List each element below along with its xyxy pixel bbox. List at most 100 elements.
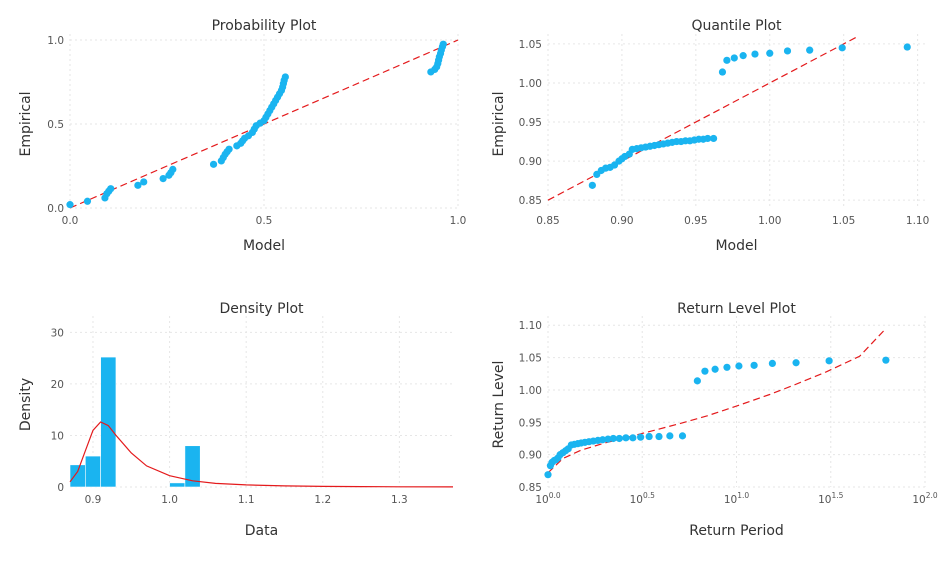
data-point [622,434,630,442]
data-point [701,367,709,375]
y-tick-label: 20 [51,379,64,391]
data-point [83,197,92,205]
y-tick-label: 1.00 [519,78,542,90]
x-tick-label: 0.9 [85,494,102,506]
data-point [751,50,759,58]
x-axis-label: Model [715,238,757,254]
histogram-bar [169,482,186,488]
panel-3: 100.0 100.5 101.0 101.5 102.0 0.85 0.90 0.95 1.0… [491,301,938,539]
y-tick-label: 1.05 [519,39,542,51]
data-point [735,362,743,370]
y-tick-label: 0 [57,482,64,494]
chart-title: Return Level Plot [677,301,796,317]
data-point [209,160,218,168]
x-tick-label: 1.10 [906,215,929,227]
panel-0: 0.0 0.5 1.0 0.0 0.5 1.0 Probability Plot Model E… [18,18,466,254]
x-tick-label: 1.1 [238,494,255,506]
x-tick-label: 0.90 [610,215,633,227]
data-point [882,356,890,364]
x-tick-label: 0.95 [684,215,707,227]
x-tick-label: 0.85 [536,215,559,227]
x-tick-label: 101.5 [818,491,844,506]
data-point [750,361,758,369]
y-tick-label: 0.90 [519,156,542,168]
data-point [159,175,167,183]
x-tick-label: 1.00 [758,215,781,227]
x-tick-label: 1.0 [161,494,178,506]
y-axis-label: Density [18,378,34,431]
y-tick-label: 1.00 [519,385,542,397]
data-point [66,201,74,209]
y-tick-label: 1.05 [519,353,542,365]
fitted-return-level-curve [547,328,887,474]
data-point [709,134,718,143]
chart-title: Quantile Plot [691,18,782,34]
data-point [825,357,833,365]
y-tick-label: 30 [51,327,64,339]
data-point [107,185,115,193]
data-point [678,432,687,440]
data-point [723,363,731,371]
y-tick-label: 0.5 [47,119,64,131]
x-axis-label: Data [245,523,278,539]
x-tick-label: 0.0 [62,215,79,227]
x-tick-label: 0.5 [256,215,273,227]
data-point [645,432,653,441]
data-point [666,432,674,440]
y-axis-label: Return Level [491,361,507,449]
y-tick-label: 0.85 [519,482,542,494]
data-point [588,181,596,189]
chart-title: Density Plot [219,301,304,317]
x-tick-label: 102.0 [912,491,938,506]
y-tick-label: 0.95 [519,117,542,129]
fitted-density-curve [69,421,454,488]
histogram-bar [184,445,201,488]
data-point [544,471,552,479]
data-point [704,134,712,143]
data-point [838,44,846,52]
data-point [718,68,727,76]
data-point [783,47,792,55]
data-point [604,435,612,443]
data-point [439,40,447,48]
chart-title: Probability Plot [212,18,317,34]
data-point [281,73,289,81]
panel-2: 0.9 1.0 1.1 1.2 1.3 0 10 20 30 Density Plot Data De… [18,301,454,539]
panel-1: 0.85 0.90 0.95 1.00 1.05 1.10 0.85 0.90 0.95 1.00… [491,18,929,254]
data-point [723,56,731,64]
y-tick-label: 0.85 [519,195,542,207]
data-point [637,433,645,441]
y-tick-label: 0.95 [519,417,542,429]
histogram-bar [69,464,86,488]
data-point [792,359,800,367]
y-axis-label: Empirical [491,91,507,156]
x-axis-label: Return Period [689,523,784,539]
histogram-bar [85,455,101,488]
data-point [134,181,142,189]
data-point [806,46,814,54]
data-point [169,165,177,173]
data-point [225,145,233,153]
x-tick-label: 1.2 [314,494,331,506]
data-point [711,365,719,373]
x-tick-label: 100.0 [535,491,561,506]
histogram-bar [100,356,117,488]
data-point [609,434,617,443]
data-point [739,52,747,60]
x-tick-label: 1.0 [450,215,467,227]
x-tick-label: 100.5 [630,491,656,506]
x-tick-label: 101.0 [724,491,750,506]
data-point [615,434,623,443]
data-point [768,359,776,368]
data-point [629,434,637,442]
data-point [903,43,911,51]
y-tick-label: 0.90 [519,450,542,462]
y-tick-label: 1.0 [47,35,64,47]
y-tick-label: 10 [51,430,64,442]
y-tick-label: 1.10 [519,320,542,332]
data-point [140,178,148,186]
data-point [655,432,663,441]
x-tick-label: 1.05 [832,215,855,227]
data-point [693,377,701,385]
